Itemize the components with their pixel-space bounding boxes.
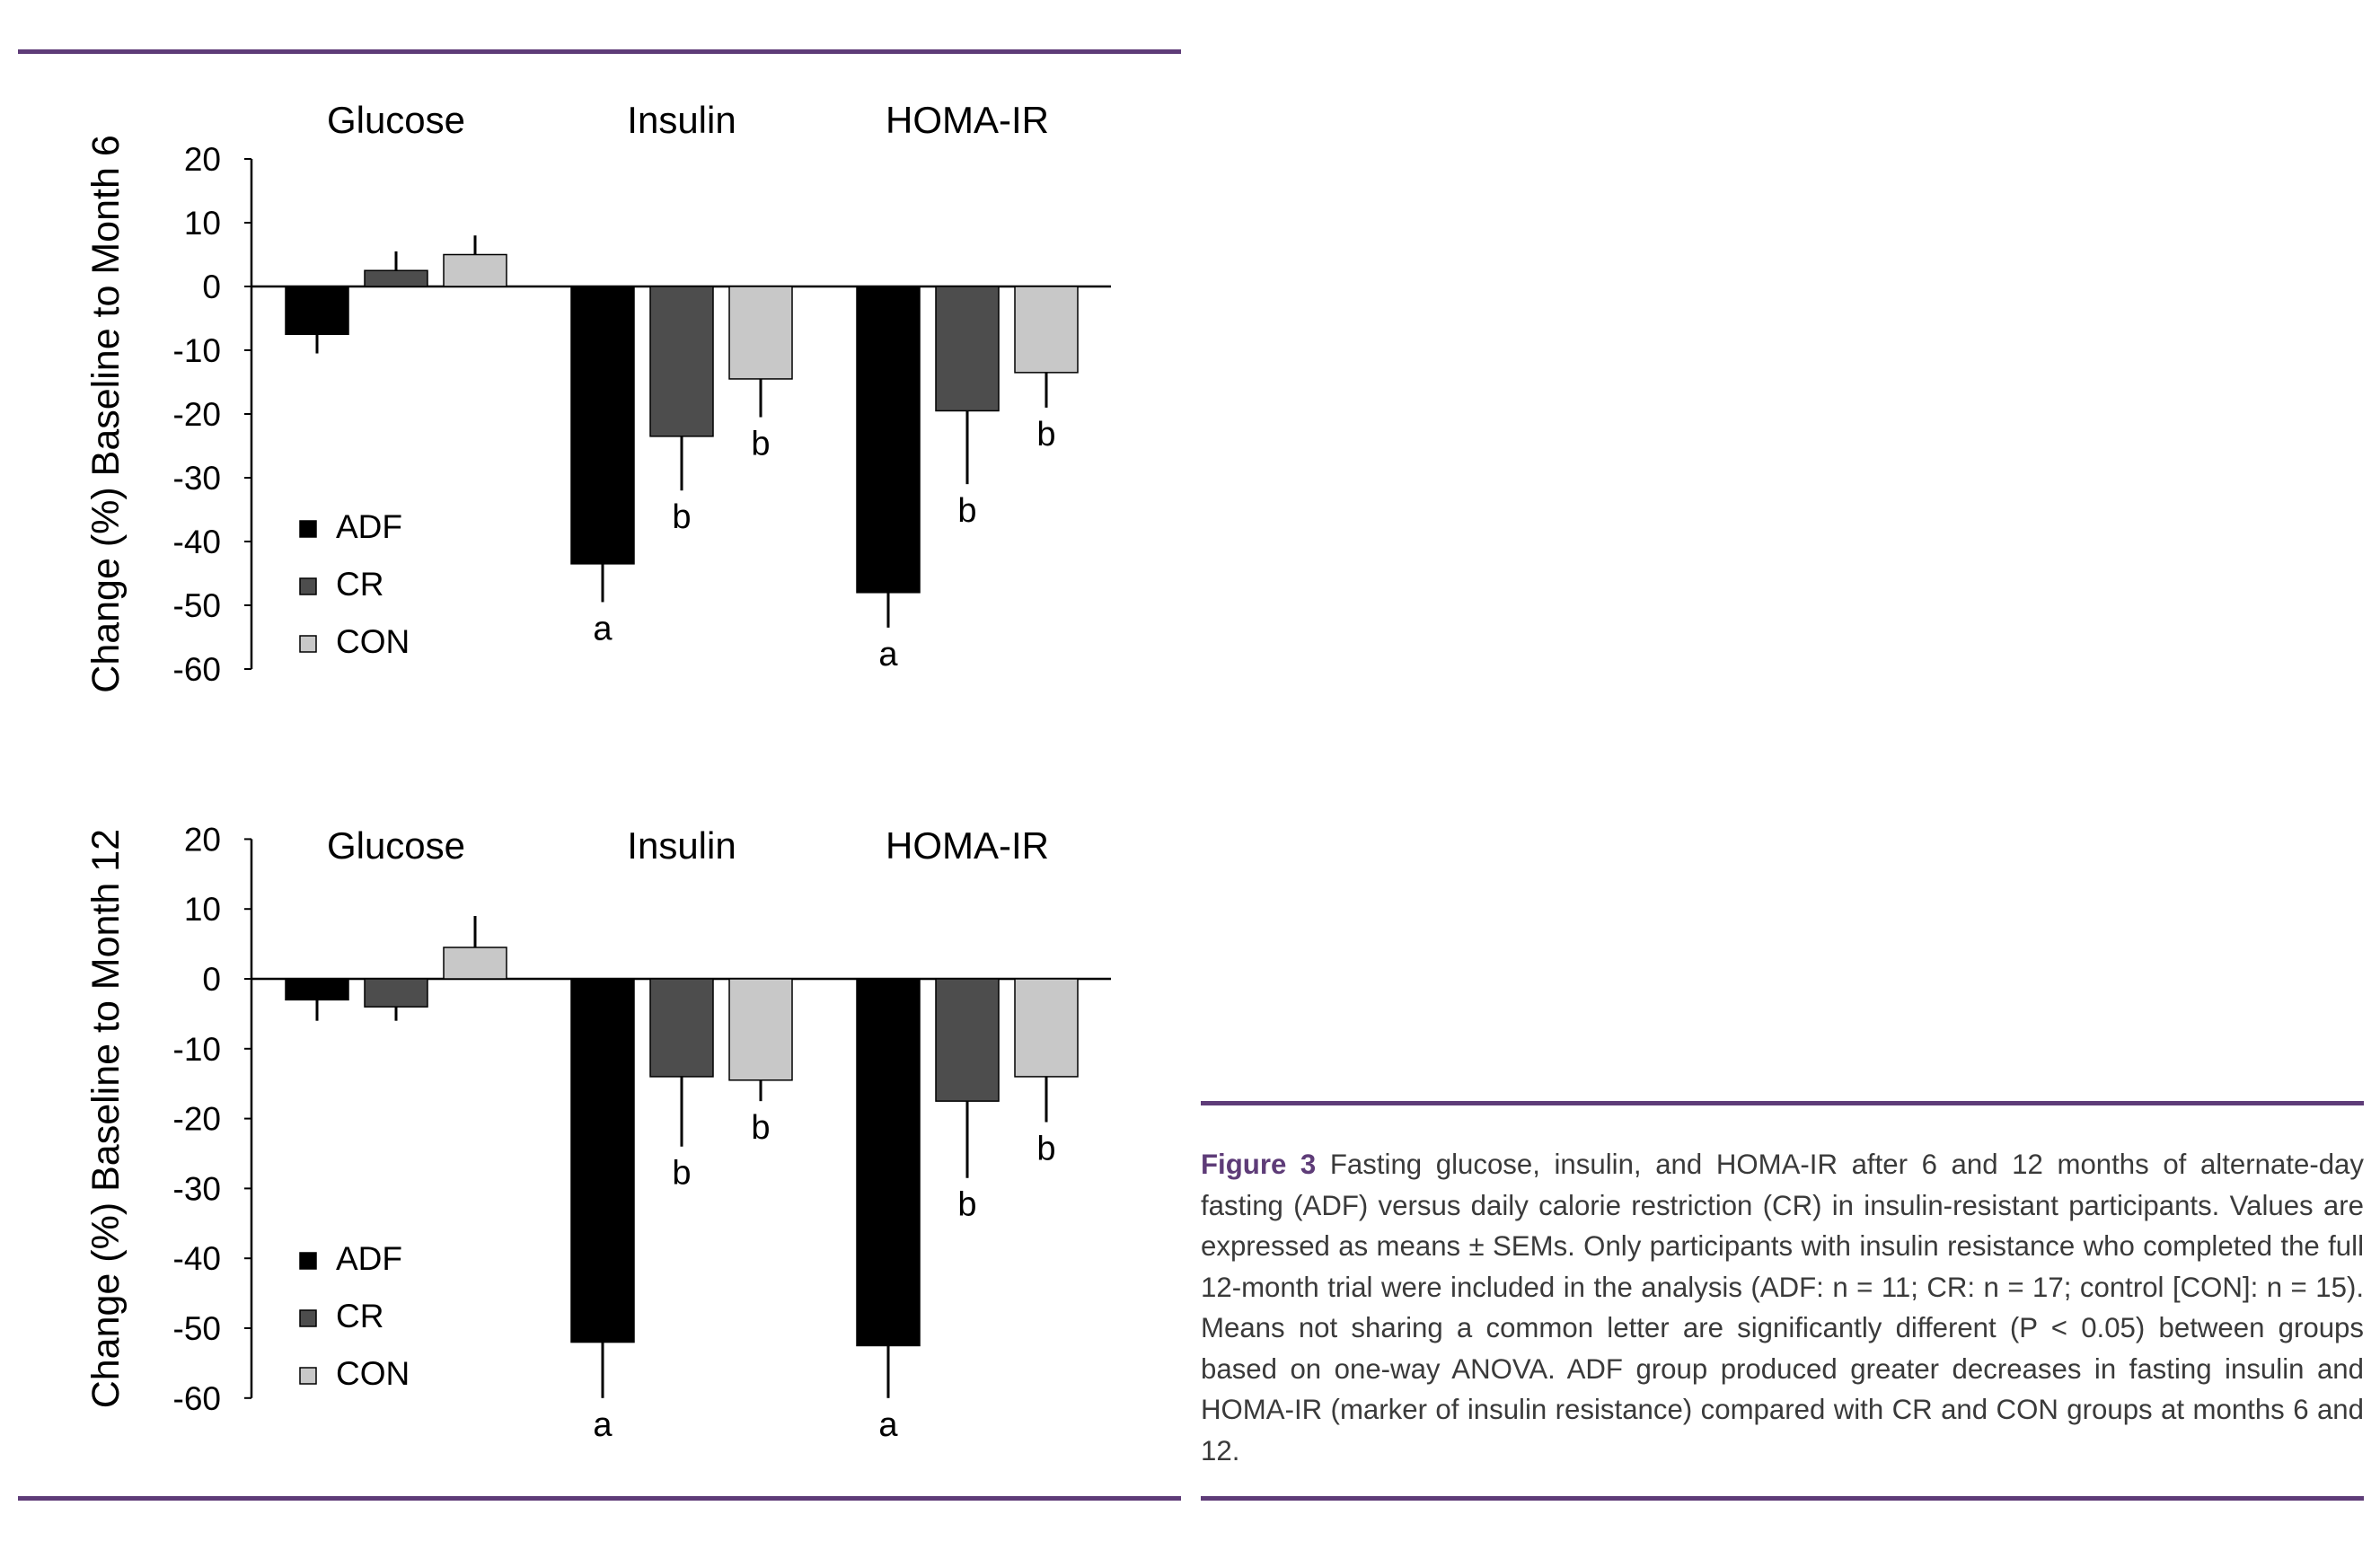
significance-letter: b [957, 1186, 976, 1224]
bar [1014, 978, 1079, 1078]
category-label: Glucose [327, 824, 465, 867]
significance-letter: b [1036, 1130, 1055, 1167]
y-tick-label: 0 [202, 961, 221, 998]
bottom-rule-left [18, 1496, 1181, 1501]
category-label: Insulin [627, 824, 736, 867]
legend-swatch [299, 577, 317, 595]
significance-letter: a [878, 636, 898, 674]
significance-letter: a [593, 1406, 613, 1444]
caption-text: Fasting glucose, insulin, and HOMA-IR af… [1201, 1149, 2364, 1466]
y-tick-label: -60 [173, 651, 221, 688]
legend-swatch [299, 1367, 317, 1385]
bottom-rule-right [1201, 1496, 2364, 1501]
bar [364, 978, 428, 1008]
bar [364, 269, 428, 287]
significance-letter: b [957, 492, 976, 530]
legend-label: CON [336, 1355, 410, 1392]
bar [443, 253, 507, 287]
y-tick-label: -10 [173, 1031, 221, 1068]
significance-letter: b [1036, 416, 1055, 454]
legend-swatch [299, 520, 317, 538]
legend-label: CR [336, 566, 383, 603]
legend-label: CON [336, 623, 410, 660]
bar [570, 286, 635, 565]
y-tick-label: 20 [184, 821, 221, 858]
y-tick-label: -50 [173, 1310, 221, 1347]
y-tick-label: 10 [184, 891, 221, 928]
legend-label: ADF [336, 508, 402, 545]
significance-letter: a [593, 610, 613, 647]
y-tick-label: -40 [173, 1240, 221, 1277]
y-tick-label: 0 [202, 269, 221, 305]
y-tick-label: -10 [173, 332, 221, 369]
bar [856, 978, 921, 1347]
category-label: Glucose [327, 99, 465, 141]
y-tick-label: -60 [173, 1380, 221, 1417]
legend-swatch [299, 1252, 317, 1270]
top-rule-left [18, 49, 1181, 54]
caption-label: Figure 3 [1201, 1149, 1317, 1180]
bar [570, 978, 635, 1343]
significance-letter: b [672, 498, 691, 536]
significance-letter: b [672, 1155, 691, 1193]
y-tick-label: -20 [173, 1101, 221, 1138]
legend-swatch [299, 1309, 317, 1327]
significance-letter: a [878, 1406, 898, 1444]
category-label: Insulin [627, 99, 736, 141]
category-label: HOMA-IR [886, 824, 1049, 867]
legend-swatch [299, 635, 317, 653]
bar [856, 286, 921, 594]
bar [285, 286, 349, 335]
y-tick-label: -40 [173, 524, 221, 560]
bar [935, 286, 1000, 412]
bar [443, 947, 507, 980]
bar [1014, 286, 1079, 374]
category-label: HOMA-IR [886, 99, 1049, 141]
bar [649, 978, 714, 1078]
bar [728, 286, 793, 380]
y-tick-label: 10 [184, 205, 221, 242]
y-axis-title: Change (%) Baseline to Month 12 [84, 829, 128, 1408]
y-tick-label: -30 [173, 1170, 221, 1207]
significance-letter: b [751, 426, 770, 463]
y-tick-label: -20 [173, 396, 221, 433]
y-axis-title: Change (%) Baseline to Month 6 [84, 135, 128, 692]
bar [728, 978, 793, 1081]
y-tick-label: 20 [184, 141, 221, 178]
figure-caption: Figure 3 Fasting glucose, insulin, and H… [1201, 1144, 2364, 1471]
bar [649, 286, 714, 437]
bar [935, 978, 1000, 1102]
legend-label: CR [336, 1298, 383, 1334]
figure-charts: 20 10 0 -10 -20 -30 -40 -50 -60 Change (%) Baseli… [84, 99, 1111, 1444]
significance-letter: b [751, 1109, 770, 1147]
legend-label: ADF [336, 1240, 402, 1277]
bar [285, 978, 349, 1001]
y-tick-label: -30 [173, 460, 221, 497]
top-rule-right [1201, 1101, 2364, 1105]
y-tick-label: -50 [173, 587, 221, 624]
